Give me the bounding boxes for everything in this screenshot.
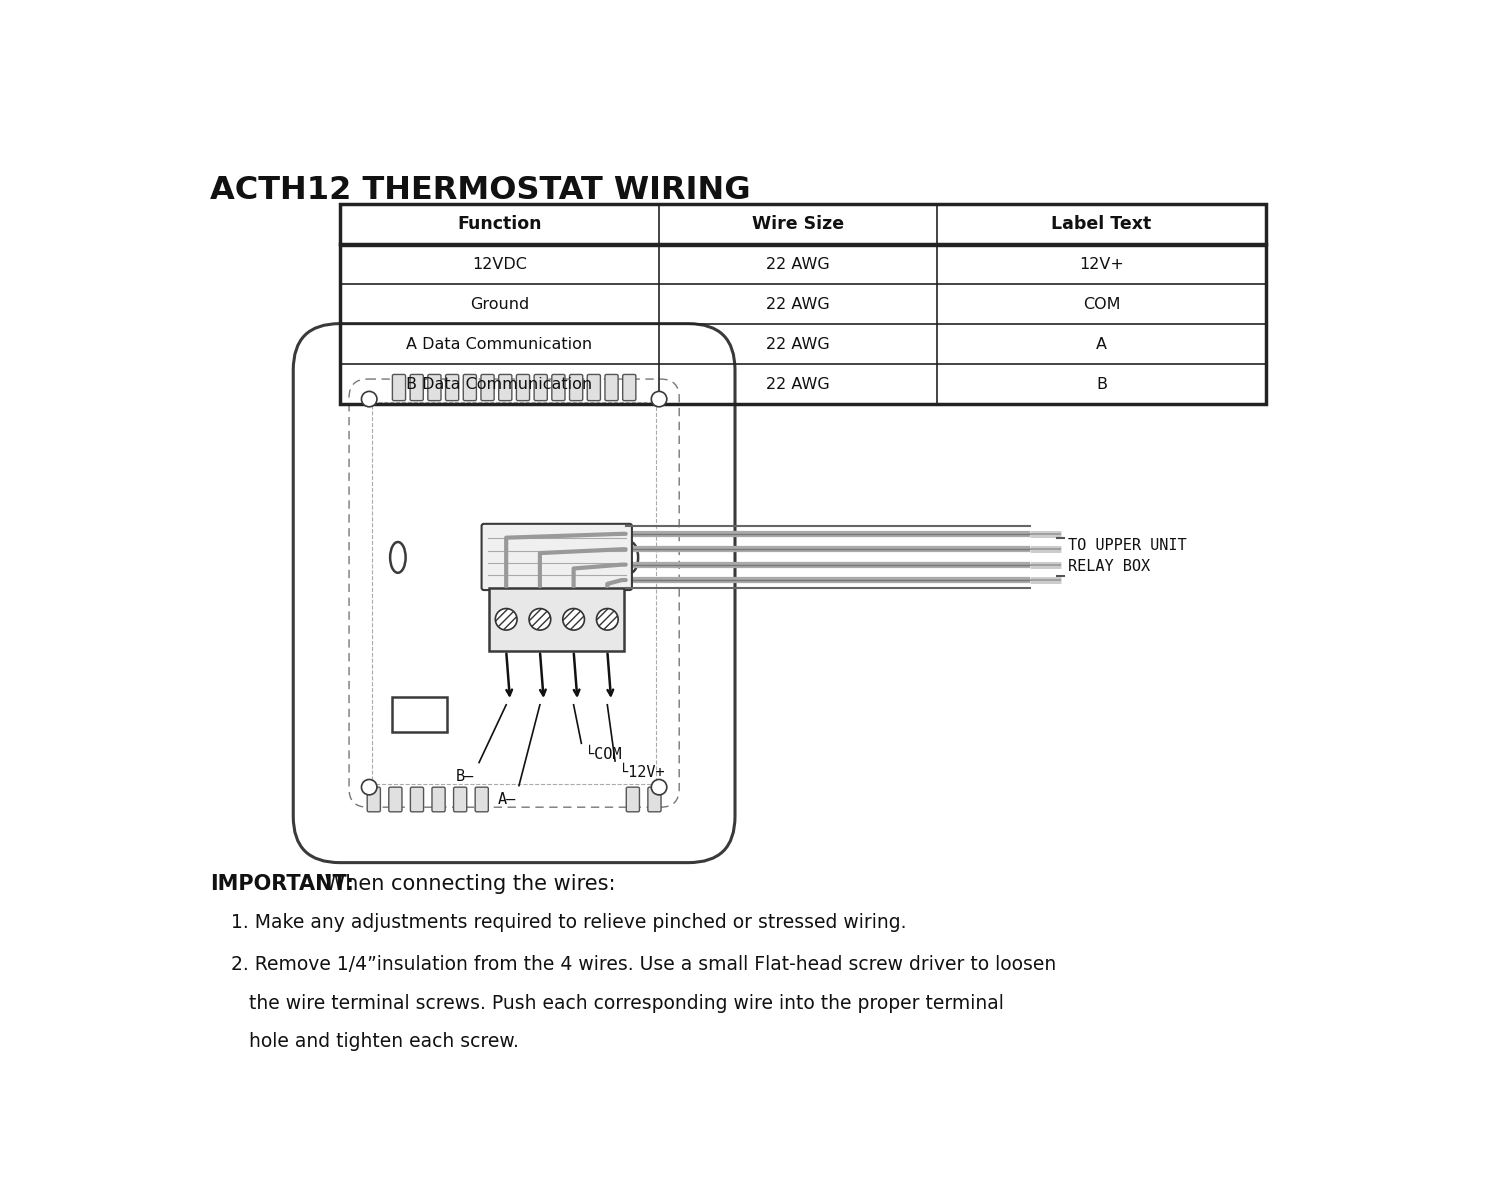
FancyBboxPatch shape <box>475 787 489 812</box>
FancyBboxPatch shape <box>410 787 424 812</box>
Text: A–: A– <box>498 792 516 807</box>
FancyBboxPatch shape <box>516 375 530 401</box>
Text: COM: COM <box>1083 297 1120 312</box>
FancyBboxPatch shape <box>432 787 445 812</box>
Text: B Data Communication: B Data Communication <box>406 377 593 392</box>
Text: hole and tighten each screw.: hole and tighten each screw. <box>231 1032 519 1051</box>
FancyBboxPatch shape <box>552 375 564 401</box>
Text: RELAY BOX: RELAY BOX <box>1068 559 1150 573</box>
Text: IMPORTANT:: IMPORTANT: <box>210 874 355 894</box>
Bar <box>340 205 1266 404</box>
Bar <box>487 527 626 587</box>
FancyBboxPatch shape <box>293 323 735 863</box>
FancyBboxPatch shape <box>454 787 466 812</box>
FancyBboxPatch shape <box>647 787 661 812</box>
Text: A: A <box>1096 336 1108 352</box>
Circle shape <box>362 780 377 795</box>
Text: Function: Function <box>457 215 542 233</box>
Text: 1. Make any adjustments required to relieve pinched or stressed wiring.: 1. Make any adjustments required to reli… <box>231 913 907 932</box>
FancyBboxPatch shape <box>445 375 459 401</box>
Circle shape <box>652 780 667 795</box>
Text: 12VDC: 12VDC <box>472 257 527 272</box>
Bar <box>340 205 1266 404</box>
Text: ACTH12 THERMOSTAT WIRING: ACTH12 THERMOSTAT WIRING <box>210 175 751 206</box>
Text: When connecting the wires:: When connecting the wires: <box>318 874 616 894</box>
Ellipse shape <box>623 542 638 573</box>
Text: 2. Remove 1/4”insulation from the 4 wires. Use a small Flat-head screw driver to: 2. Remove 1/4”insulation from the 4 wire… <box>231 955 1056 974</box>
Text: the wire terminal screws. Push each corresponding wire into the proper terminal: the wire terminal screws. Push each corr… <box>231 994 1003 1013</box>
Circle shape <box>530 609 551 630</box>
Circle shape <box>596 609 619 630</box>
FancyBboxPatch shape <box>481 524 632 590</box>
Text: └COM: └COM <box>585 747 622 762</box>
Text: Label Text: Label Text <box>1052 215 1151 233</box>
FancyBboxPatch shape <box>626 787 640 812</box>
FancyBboxPatch shape <box>587 375 601 401</box>
Text: B: B <box>1096 377 1108 392</box>
Text: 22 AWG: 22 AWG <box>767 297 830 312</box>
Circle shape <box>652 391 667 407</box>
Bar <box>489 587 625 650</box>
Circle shape <box>495 609 518 630</box>
Text: TO UPPER UNIT: TO UPPER UNIT <box>1068 537 1188 553</box>
FancyBboxPatch shape <box>463 375 477 401</box>
Circle shape <box>362 391 377 407</box>
FancyBboxPatch shape <box>429 375 441 401</box>
Text: 12V+: 12V+ <box>1079 257 1124 272</box>
Text: B–: B– <box>456 769 474 784</box>
FancyBboxPatch shape <box>367 787 380 812</box>
FancyBboxPatch shape <box>623 375 635 401</box>
FancyBboxPatch shape <box>569 375 582 401</box>
Text: Wire Size: Wire Size <box>751 215 844 233</box>
FancyBboxPatch shape <box>481 375 493 401</box>
Ellipse shape <box>391 542 406 573</box>
Text: Ground: Ground <box>469 297 530 312</box>
FancyBboxPatch shape <box>498 375 512 401</box>
Text: └12V+: └12V+ <box>619 765 664 780</box>
FancyBboxPatch shape <box>605 375 619 401</box>
FancyBboxPatch shape <box>534 375 548 401</box>
Text: 22 AWG: 22 AWG <box>767 257 830 272</box>
Text: 22 AWG: 22 AWG <box>767 377 830 392</box>
FancyBboxPatch shape <box>389 787 401 812</box>
Text: A Data Communication: A Data Communication <box>406 336 593 352</box>
Circle shape <box>563 609 584 630</box>
FancyBboxPatch shape <box>410 375 424 401</box>
Text: 22 AWG: 22 AWG <box>767 336 830 352</box>
Bar <box>392 697 447 731</box>
FancyBboxPatch shape <box>392 375 406 401</box>
